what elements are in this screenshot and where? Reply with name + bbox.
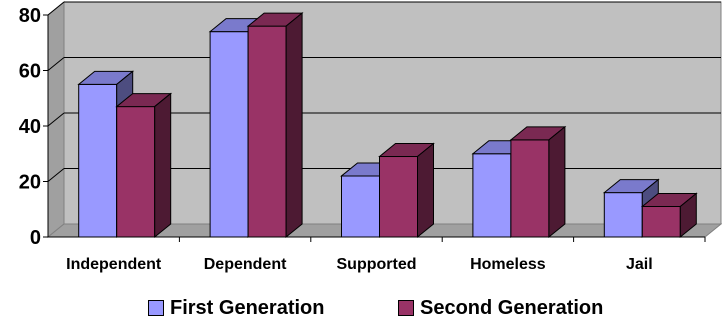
y-tick-label-80: 80	[19, 5, 41, 27]
legend-swatch-first-generation	[148, 300, 164, 316]
x-tick-label-independent: Independent	[66, 256, 162, 273]
gridline-side-80	[47, 1, 65, 16]
x-tick-label-dependent: Dependent	[204, 256, 287, 273]
bar-second-generation-jail-side	[679, 192, 697, 239]
y-tick-label-20: 20	[19, 172, 41, 194]
legend-swatch-second-generation	[398, 300, 414, 316]
gridline-side-40	[47, 112, 65, 127]
bar-second-generation-independent-front	[116, 106, 156, 238]
bar-second-generation-homeless-side	[548, 125, 566, 239]
bar-first-generation-independent-front	[78, 83, 118, 238]
x-tick-label-jail: Jail	[626, 256, 653, 273]
gridline-side-60	[47, 57, 65, 71]
x-tick-label-homeless: Homeless	[470, 256, 546, 273]
y-tick-label-0: 0	[30, 227, 41, 249]
bar-second-generation-dependent-front	[247, 25, 287, 238]
legend-item-first-generation: First Generation	[148, 294, 324, 322]
bar-chart: 0 20 40 60 80 Independent Dependent Supported Ho…	[19, 0, 722, 273]
y-tick-label-60: 60	[19, 61, 41, 83]
bar-first-generation-dependent-front	[209, 31, 249, 238]
bar-second-generation-supported-front	[379, 156, 418, 238]
bar-first-generation-homeless-front	[472, 153, 512, 238]
bar-first-generation-supported-front	[341, 175, 380, 238]
bar-first-generation-jail-front	[603, 192, 643, 238]
bar-second-generation-supported-side	[417, 142, 434, 239]
bar-second-generation-jail-front	[641, 205, 681, 238]
x-tick-label-supported: Supported	[337, 256, 417, 273]
gridline-side-20	[47, 168, 65, 182]
bar-second-generation-homeless-front	[510, 139, 550, 238]
legend-label-first-generation: First Generation	[170, 296, 325, 319]
bar-second-generation-dependent-side	[285, 12, 303, 239]
legend-item-second-generation: Second Generation	[398, 294, 603, 322]
chart-legend: First Generation Second Generation	[0, 294, 722, 322]
y-tick-label-40: 40	[19, 116, 41, 138]
legend-label-second-generation: Second Generation	[420, 296, 604, 319]
bar-second-generation-independent-side	[154, 92, 172, 239]
